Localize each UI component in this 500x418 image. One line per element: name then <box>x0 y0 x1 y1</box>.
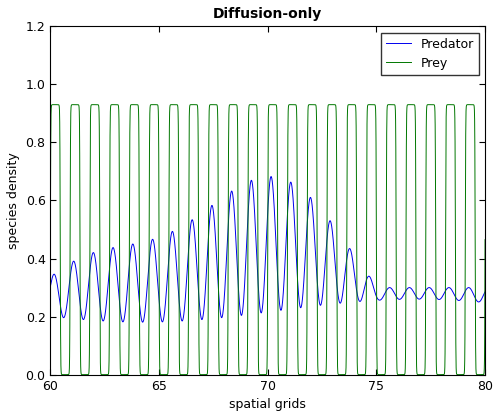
Prey <box>254 106 260 111</box>
Line: Prey: Prey <box>50 104 485 375</box>
Prey <box>482 237 488 242</box>
Prey <box>469 102 475 107</box>
Prey <box>234 102 239 107</box>
Prey <box>438 372 444 377</box>
Title: Diffusion-only: Diffusion-only <box>213 7 322 21</box>
Predator <box>482 289 488 294</box>
Predator <box>140 320 145 325</box>
Prey <box>363 315 369 320</box>
Predator <box>364 278 370 283</box>
Predator <box>230 195 236 200</box>
Predator <box>254 259 260 264</box>
Predator <box>234 251 239 256</box>
Predator <box>469 288 475 293</box>
Prey <box>448 102 454 107</box>
Prey <box>48 237 54 242</box>
Line: Predator: Predator <box>50 176 485 322</box>
Predator <box>268 174 274 179</box>
Legend: Predator, Prey: Predator, Prey <box>380 33 479 75</box>
Predator <box>48 283 54 288</box>
Prey <box>230 102 236 107</box>
Y-axis label: species density: species density <box>7 152 20 249</box>
X-axis label: spatial grids: spatial grids <box>230 398 306 411</box>
Prey <box>92 102 98 107</box>
Predator <box>448 285 454 291</box>
